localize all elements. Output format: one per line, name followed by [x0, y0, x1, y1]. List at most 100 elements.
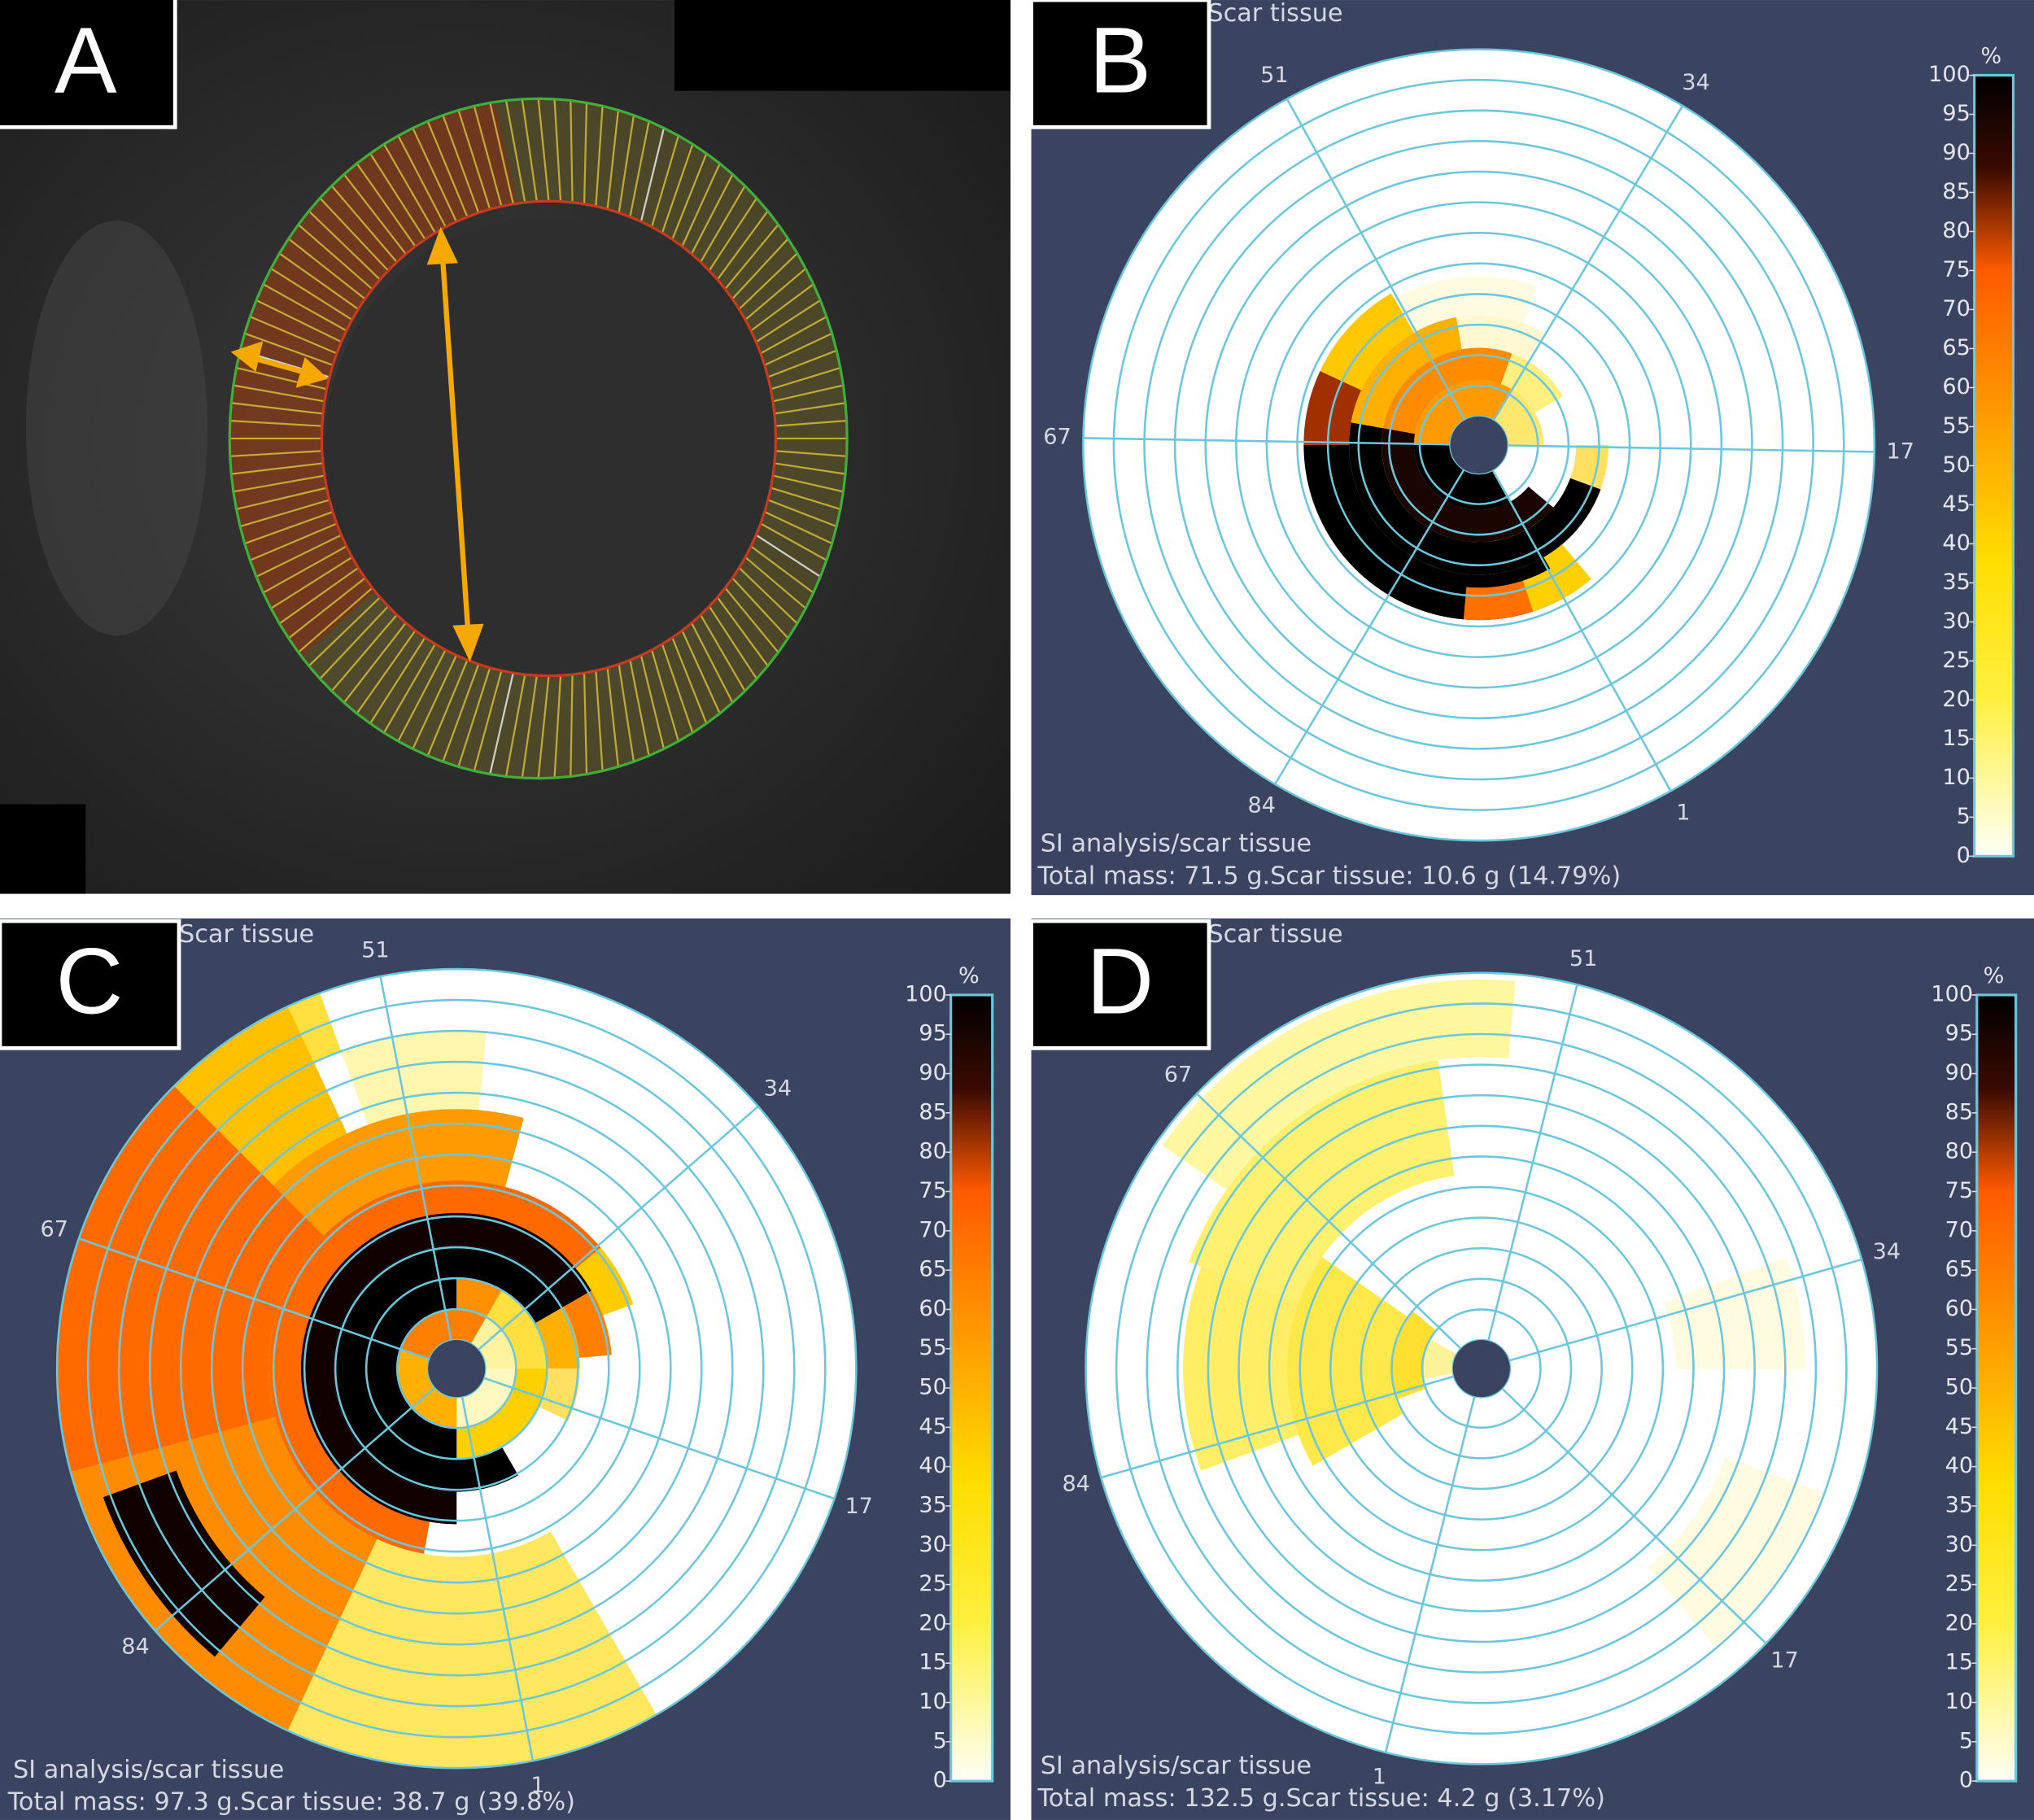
heat-sector	[1648, 1457, 1823, 1648]
radial-chord	[772, 474, 844, 493]
colorbar-unit: %	[1980, 44, 2001, 69]
heat-sector	[1500, 353, 1564, 413]
heat-sector	[1162, 979, 1516, 1190]
panel-letter: A	[55, 8, 117, 112]
spoke-label: 84	[1247, 793, 1275, 818]
ring-line	[1299, 1185, 1665, 1552]
epicardial-contour	[228, 97, 849, 780]
panel-letter: D	[1086, 929, 1154, 1033]
radial-chord	[270, 556, 353, 609]
colorbar-tick-label: 40	[1942, 530, 1970, 556]
footer-text: Total mass: 97.3 g.Scar tissue: 38.7 g (…	[7, 1788, 575, 1817]
heat-sector	[486, 1290, 548, 1369]
spoke-line	[477, 1105, 759, 1351]
ring-line	[86, 998, 827, 1739]
colorbar-tick-label: 35	[1945, 1492, 1973, 1517]
colorbar-tick-label: 40	[919, 1453, 946, 1478]
footer-text: Total mass: 132.5 g.Scar tissue: 4.2 g (…	[1037, 1784, 1605, 1813]
spoke-label: 67	[1043, 424, 1071, 449]
colorbar-tick-label: 60	[919, 1296, 946, 1321]
spoke-line	[1507, 444, 1875, 453]
colorbar-tick-label: 90	[1945, 1060, 1973, 1085]
ring-line	[1204, 170, 1753, 720]
heat-sector	[341, 1031, 487, 1125]
colorbar-tick-label: 100	[1931, 981, 1973, 1006]
colorbar-tick-label: 55	[1942, 413, 1970, 439]
radial-chord	[681, 163, 721, 247]
radial-chord	[671, 637, 708, 724]
center-hole	[428, 1340, 486, 1398]
arrow	[439, 252, 471, 636]
radial-chord	[229, 450, 322, 457]
colorbar-tick-label: 55	[919, 1335, 946, 1360]
radial-chord	[343, 622, 407, 704]
mri-structure	[25, 220, 208, 636]
heat-sector	[1423, 1339, 1457, 1379]
colorbar	[949, 993, 994, 1783]
radial-chord	[426, 120, 469, 217]
radial-chord	[473, 670, 503, 771]
heat-sector	[1382, 347, 1512, 434]
spoke-label: 51	[361, 937, 389, 962]
radial-chord	[442, 664, 480, 762]
radial-chord	[231, 462, 324, 475]
radial-chord	[553, 675, 562, 779]
colorbar-tick-label: 85	[1942, 179, 1970, 204]
radial-chord	[764, 511, 833, 545]
radial-chord	[775, 419, 847, 427]
radial-chord	[716, 596, 769, 667]
radial-chord	[278, 566, 360, 625]
colorbar-tick-label: 70	[1945, 1217, 1973, 1242]
spoke-line	[1501, 1387, 1767, 1644]
radial-chord	[426, 659, 469, 757]
heat-sector	[575, 1247, 634, 1316]
radial-chord	[716, 210, 769, 281]
radial-chord	[249, 522, 338, 561]
ring-line	[364, 1277, 548, 1460]
colorbar-tick-label: 0	[1959, 1768, 1973, 1793]
radial-chord	[504, 100, 526, 203]
radial-chord	[681, 630, 721, 714]
spoke-line	[1083, 437, 1451, 446]
heat-sector	[1413, 444, 1512, 510]
radial-chord	[595, 106, 604, 207]
colorbar-tick-label: 10	[1942, 765, 1970, 790]
spoke-line	[78, 1237, 430, 1360]
colorbar-tick-label: 60	[1945, 1296, 1973, 1321]
heat-sector	[1189, 1060, 1455, 1303]
radial-chord	[570, 100, 574, 203]
heat-sector	[1381, 428, 1554, 543]
colorbar-tick-label: 95	[1945, 1021, 1973, 1046]
radial-chord	[774, 462, 846, 475]
panel-letter: B	[1089, 8, 1151, 112]
colorbar	[1975, 993, 2018, 1783]
measure-arrows	[230, 226, 484, 662]
heat-sector	[470, 1317, 515, 1369]
ring-line	[334, 1246, 579, 1491]
radial-chord	[651, 649, 680, 742]
spoke-label: 67	[1164, 1063, 1192, 1088]
colorbar-tick-label: 45	[919, 1414, 946, 1439]
colorbar-tick-label: 80	[1945, 1139, 1973, 1164]
arrow-head	[230, 341, 264, 372]
heat-sector	[1456, 315, 1544, 361]
radial-chord	[767, 349, 837, 378]
panel-d: 51 34 17 1 84 67% 0 5 10 15 20 25 30 35 40 45 50 55 60 65 70…	[1029, 918, 2034, 1820]
heat-sector	[1320, 293, 1414, 391]
spoke-line	[1100, 1375, 1455, 1479]
ring-line	[1265, 231, 1692, 658]
colorbar-tick-label: 75	[1945, 1178, 1973, 1203]
heat-sector	[1493, 388, 1544, 445]
footer-text: SI analysis/scar tissue	[13, 1756, 284, 1784]
radial-chord	[369, 637, 426, 724]
heat-sector	[173, 1006, 347, 1185]
endocardial-contour	[320, 199, 778, 678]
colorbar-tick-label: 45	[1942, 491, 1970, 517]
ring-line	[1115, 1002, 1848, 1735]
radial-chord	[343, 173, 407, 255]
ring-line	[179, 1091, 734, 1646]
heat-sector	[1390, 1310, 1437, 1400]
ring-line	[1360, 1246, 1603, 1490]
radial-chord	[356, 630, 417, 714]
